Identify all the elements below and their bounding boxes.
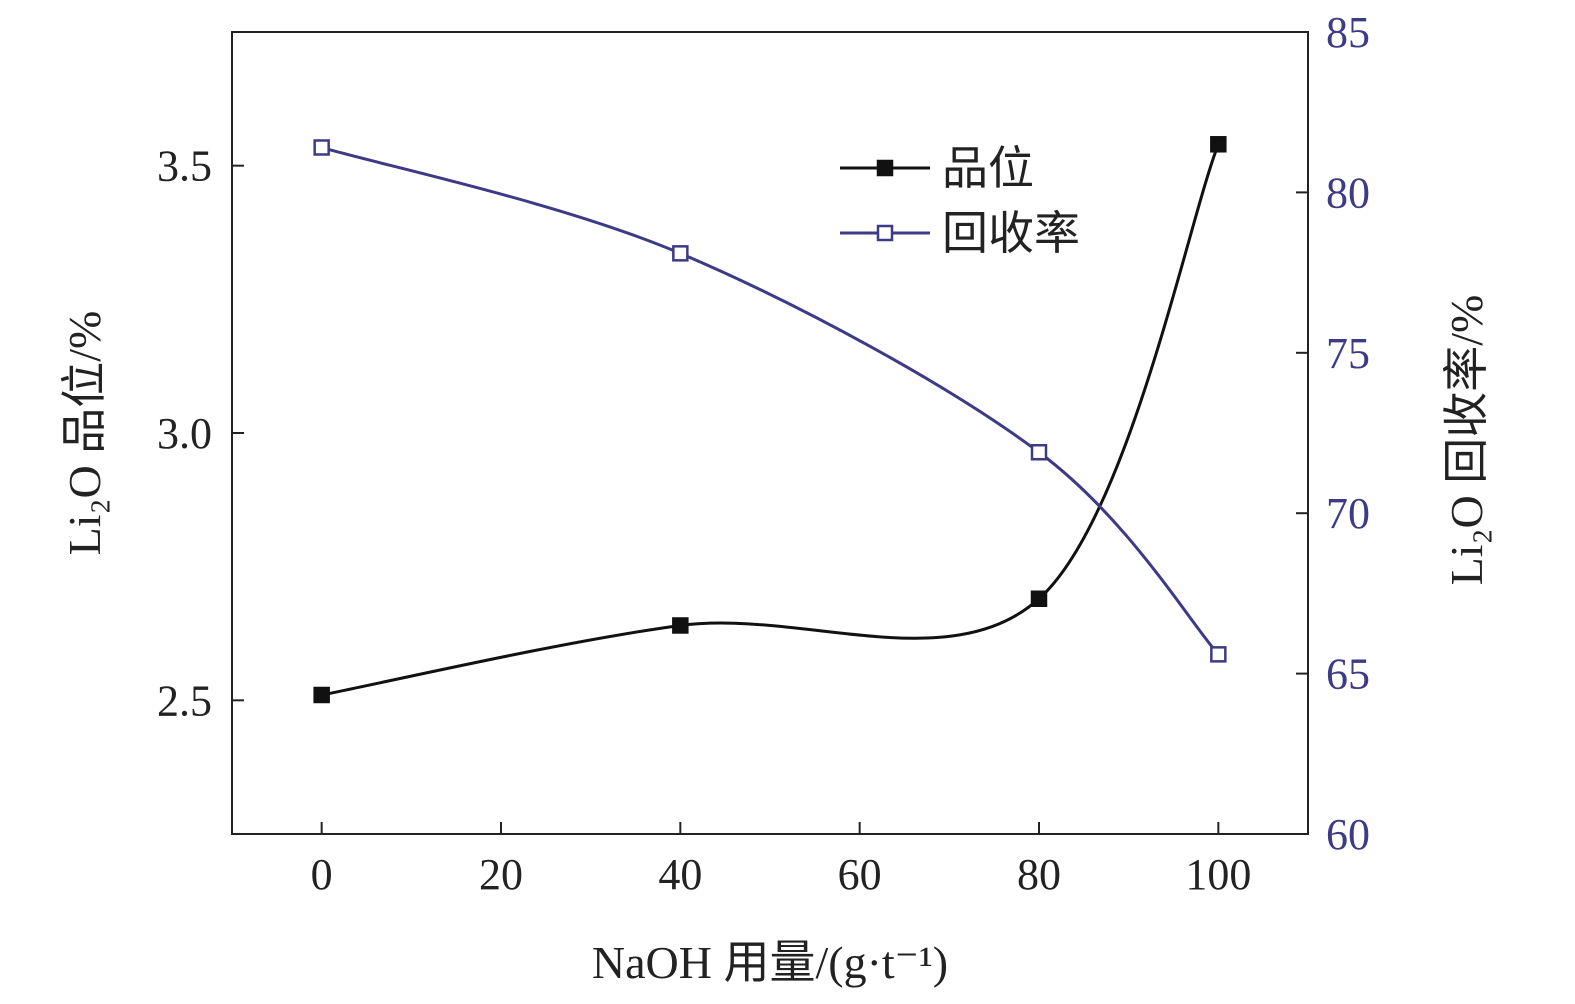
x-axis-title: NaOH 用量/(g·t⁻¹) [592,937,948,988]
legend-label: 品位 [942,141,1034,195]
x-tick-label: 100 [1185,850,1251,899]
y-right-tick-label: 60 [1326,810,1370,859]
plot-frame [231,31,1309,835]
axes-layer: 0 20 40 60 80 100 2.5 3.0 3.5 60 65 70 75 80 85 [157,8,1370,899]
series-line [321,146,1220,656]
axis-titles: NaOH 用量/(g·t⁻¹) Li₂O 品位/% Li₂O 回收率/% [59,295,1492,988]
series-recovery [313,139,1227,663]
y-right-tick-label: 65 [1326,650,1370,699]
data-point [1210,136,1227,153]
y-left-axis-title: Li₂O 品位/% [59,311,110,556]
x-tick-label: 80 [1017,850,1061,899]
y-left-tick-label: 3.5 [157,142,212,191]
y-left-tick-label: 2.5 [157,676,212,725]
data-point [672,245,689,262]
y-right-tick-label: 80 [1326,168,1370,217]
series-line [321,143,1220,697]
data-point [1030,590,1048,607]
data-point [313,139,330,156]
legend-marker [876,159,894,177]
series-grade [313,136,1227,704]
x-tick-label: 60 [838,850,882,899]
x-tick-label: 0 [311,850,333,899]
legend-marker [876,224,894,242]
y-right-axis-title: Li₂O 回收率/% [1441,295,1492,586]
legend-entry: 品位 [840,141,1034,195]
y-right-tick-label: 75 [1326,329,1370,378]
series-layer [313,136,1227,704]
y-right-tick-label: 70 [1326,489,1370,538]
legend-label: 回收率 [942,206,1080,260]
legend-entry: 回收率 [840,206,1080,260]
y-right-tick-label: 85 [1326,8,1370,57]
x-tick-label: 40 [658,850,702,899]
data-point [672,617,689,634]
data-point [1210,646,1227,663]
data-point [1030,443,1048,461]
x-tick-label: 20 [479,850,523,899]
y-left-tick-label: 3.0 [157,409,212,458]
data-point [313,686,330,704]
